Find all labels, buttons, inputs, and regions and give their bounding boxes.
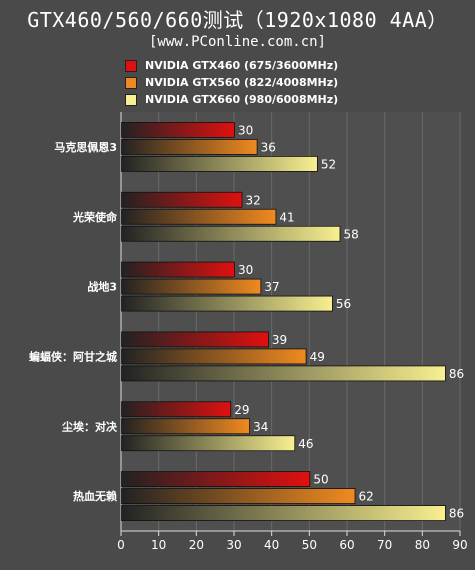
legend-swatch-gtx560 <box>125 76 137 89</box>
category-label: 热血无赖 <box>73 489 117 503</box>
data-label: 29 <box>234 403 249 417</box>
data-label: 86 <box>449 367 464 381</box>
x-tick-label: 50 <box>302 538 317 552</box>
legend-item-gtx560: NVIDIA GTX560 (822/4008MHz) <box>125 74 338 91</box>
bar <box>121 435 296 452</box>
category-label: 蝙蝠侠：阿甘之城 <box>29 349 117 363</box>
x-tick-label: 0 <box>117 538 125 552</box>
bar <box>121 225 341 242</box>
x-tick-label: 40 <box>264 538 279 552</box>
bar <box>121 348 307 365</box>
data-label: 37 <box>264 280 279 294</box>
bar <box>121 365 446 382</box>
bar <box>121 505 446 521</box>
data-label: 52 <box>321 157 336 171</box>
legend: NVIDIA GTX460 (675/3600MHz) NVIDIA GTX56… <box>125 57 338 108</box>
data-label: 36 <box>261 140 276 154</box>
x-tick-label: 30 <box>226 538 241 552</box>
data-label: 30 <box>238 123 253 137</box>
category-label: 马克思佩恩3 <box>54 140 117 154</box>
data-label: 32 <box>246 193 261 207</box>
x-tick-label: 10 <box>151 538 166 552</box>
x-tick-label: 60 <box>339 538 354 552</box>
chart-subtitle: [www.PConline.com.cn] <box>148 34 326 50</box>
data-label: 58 <box>343 227 358 241</box>
bar <box>121 208 277 225</box>
data-label: 34 <box>253 420 268 434</box>
legend-item-gtx460: NVIDIA GTX460 (675/3600MHz) <box>125 57 338 74</box>
legend-label-gtx460: NVIDIA GTX460 (675/3600MHz) <box>145 59 339 72</box>
bar <box>121 139 258 155</box>
x-tick-label: 20 <box>189 538 204 552</box>
bar <box>121 261 235 278</box>
bar <box>121 156 318 172</box>
bar <box>121 488 356 504</box>
data-label: 86 <box>449 507 464 521</box>
plot-background <box>121 112 460 531</box>
bar <box>121 401 232 418</box>
data-label: 30 <box>238 263 253 277</box>
legend-label-gtx660: NVIDIA GTX660 (980/6008MHz) <box>145 93 339 106</box>
data-label: 41 <box>279 210 294 224</box>
legend-swatch-gtx660 <box>125 93 137 106</box>
legend-swatch-gtx460 <box>125 59 137 72</box>
category-label: 战地3 <box>87 280 117 294</box>
bar <box>121 295 333 312</box>
bar <box>121 122 235 138</box>
category-label: 尘埃：对决 <box>62 419 118 433</box>
category-label: 光荣使命 <box>72 210 118 224</box>
bar <box>121 471 311 487</box>
bar <box>121 191 243 208</box>
chart-title: GTX460/560/660测试（1920x1080 4AA） <box>27 8 448 32</box>
x-tick-label: 90 <box>452 538 467 552</box>
x-tick-label: 70 <box>377 538 392 552</box>
data-label: 62 <box>359 490 374 504</box>
legend-label-gtx560: NVIDIA GTX560 (822/4008MHz) <box>145 76 339 89</box>
data-label: 49 <box>310 350 325 364</box>
data-label: 56 <box>336 297 351 311</box>
bar <box>121 278 262 295</box>
data-label: 39 <box>272 333 287 347</box>
x-tick-label: 80 <box>415 538 430 552</box>
data-label: 46 <box>298 437 313 451</box>
legend-item-gtx660: NVIDIA GTX660 (980/6008MHz) <box>125 91 338 108</box>
bar <box>121 418 250 435</box>
data-label: 50 <box>313 473 328 487</box>
bar <box>121 331 269 348</box>
